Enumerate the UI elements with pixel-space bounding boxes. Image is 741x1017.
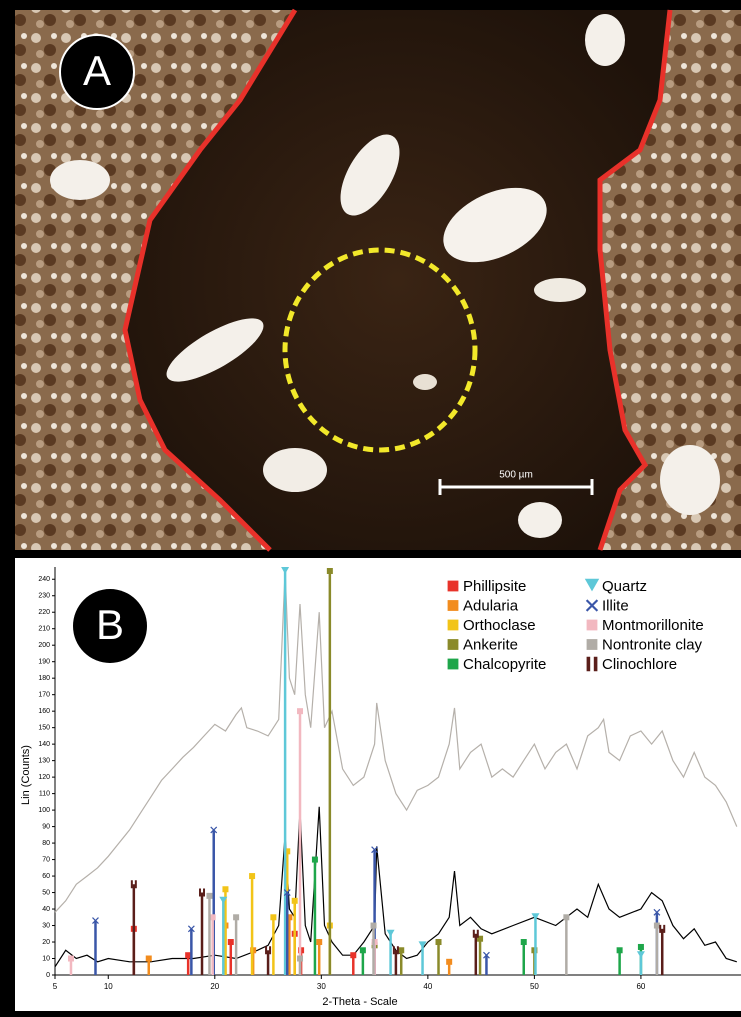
legend-label: Nontronite clay (602, 636, 703, 653)
legend-label: Clinochlore (602, 656, 677, 673)
legend-item: Clinochlore (588, 656, 677, 673)
x-tick-label: 20 (210, 982, 219, 991)
peak-marker (654, 923, 660, 929)
y-tick-label: 110 (39, 790, 50, 797)
legend-label: Chalcopyrite (463, 656, 546, 673)
peak-marker (521, 939, 527, 945)
legend-label: Montmorillonite (602, 617, 704, 634)
peak-marker (448, 620, 459, 631)
peak-marker (587, 639, 598, 650)
y-tick-label: 180 (38, 675, 50, 682)
y-tick-label: 210 (38, 626, 50, 633)
y-tick-label: 100 (38, 807, 50, 814)
peak-marker (228, 939, 234, 945)
x-tick-label: 50 (530, 982, 539, 991)
y-tick-label: 160 (38, 708, 50, 715)
peak-marker (312, 857, 318, 863)
y-tick-label: 90 (42, 823, 50, 830)
peak-marker (316, 939, 322, 945)
figure: 500 µm A B Lin (Counts) 2-Theta - Scale … (0, 0, 741, 1017)
peak-marker (206, 893, 212, 899)
peak-marker (327, 568, 333, 574)
y-tick-label: 200 (38, 642, 50, 649)
peak-marker (638, 944, 644, 950)
legend-label: Ankerite (463, 636, 518, 653)
peak-marker (233, 914, 239, 920)
y-tick-label: 50 (42, 889, 50, 896)
y-tick-label: 140 (38, 741, 50, 748)
legend-label: Illite (602, 597, 629, 614)
y-tick-label: 70 (42, 856, 50, 863)
peak-marker (448, 659, 459, 670)
y-tick-label: 230 (38, 593, 50, 600)
legend-label: Adularia (463, 597, 519, 614)
legend-item: Nontronite clay (587, 636, 703, 653)
x-tick-label: 40 (423, 982, 432, 991)
panel-label: A (83, 47, 111, 94)
x-tick-label: 5 (53, 982, 58, 991)
y-tick-label: 40 (42, 906, 50, 913)
scale-bar-label: 500 µm (499, 470, 533, 481)
peak-marker (563, 914, 569, 920)
panel-label: B (96, 601, 124, 648)
peak-marker (68, 956, 74, 962)
peak-marker (146, 956, 152, 962)
x-axis-label: 2-Theta - Scale (322, 996, 397, 1008)
y-tick-label: 20 (42, 939, 50, 946)
y-tick-label: 60 (42, 873, 50, 880)
y-tick-label: 240 (38, 576, 50, 583)
peak-marker (350, 952, 356, 958)
x-tick-label: 10 (104, 982, 113, 991)
y-axis-label: Lin (Counts) (20, 745, 32, 805)
peak-marker (446, 959, 452, 965)
peak-marker (249, 873, 255, 879)
y-tick-label: 80 (42, 840, 50, 847)
peak-marker (448, 639, 459, 650)
legend-label: Orthoclase (463, 617, 536, 634)
legend-item: Chalcopyrite (448, 656, 547, 673)
page: {"panels": [{"label": "A", "scale_bar": … (0, 0, 741, 1017)
peak-marker (270, 914, 276, 920)
peak-marker (448, 581, 459, 592)
y-tick-label: 0 (46, 972, 50, 979)
y-tick-label: 150 (38, 724, 50, 731)
peak-marker (297, 956, 303, 962)
x-tick-label: 60 (636, 982, 645, 991)
peak-marker (617, 947, 623, 953)
x-tick-label: 30 (317, 982, 326, 991)
peak-marker (292, 898, 298, 904)
y-tick-label: 10 (42, 955, 50, 962)
peak-marker (360, 947, 366, 953)
peak-marker (371, 923, 377, 929)
y-tick-label: 190 (38, 659, 50, 666)
legend-label: Quartz (602, 578, 647, 595)
peak-marker (587, 620, 598, 631)
peak-marker (436, 939, 442, 945)
peak-marker (398, 947, 404, 953)
y-tick-label: 130 (38, 757, 50, 764)
y-tick-label: 220 (38, 609, 50, 616)
y-tick-label: 170 (38, 692, 50, 699)
peak-marker (222, 886, 228, 892)
y-tick-label: 30 (42, 922, 50, 929)
legend-label: Phillipsite (463, 578, 526, 595)
peak-marker (297, 708, 303, 714)
y-tick-label: 120 (38, 774, 50, 781)
legend-item: Montmorillonite (587, 617, 704, 634)
peak-marker (448, 600, 459, 611)
